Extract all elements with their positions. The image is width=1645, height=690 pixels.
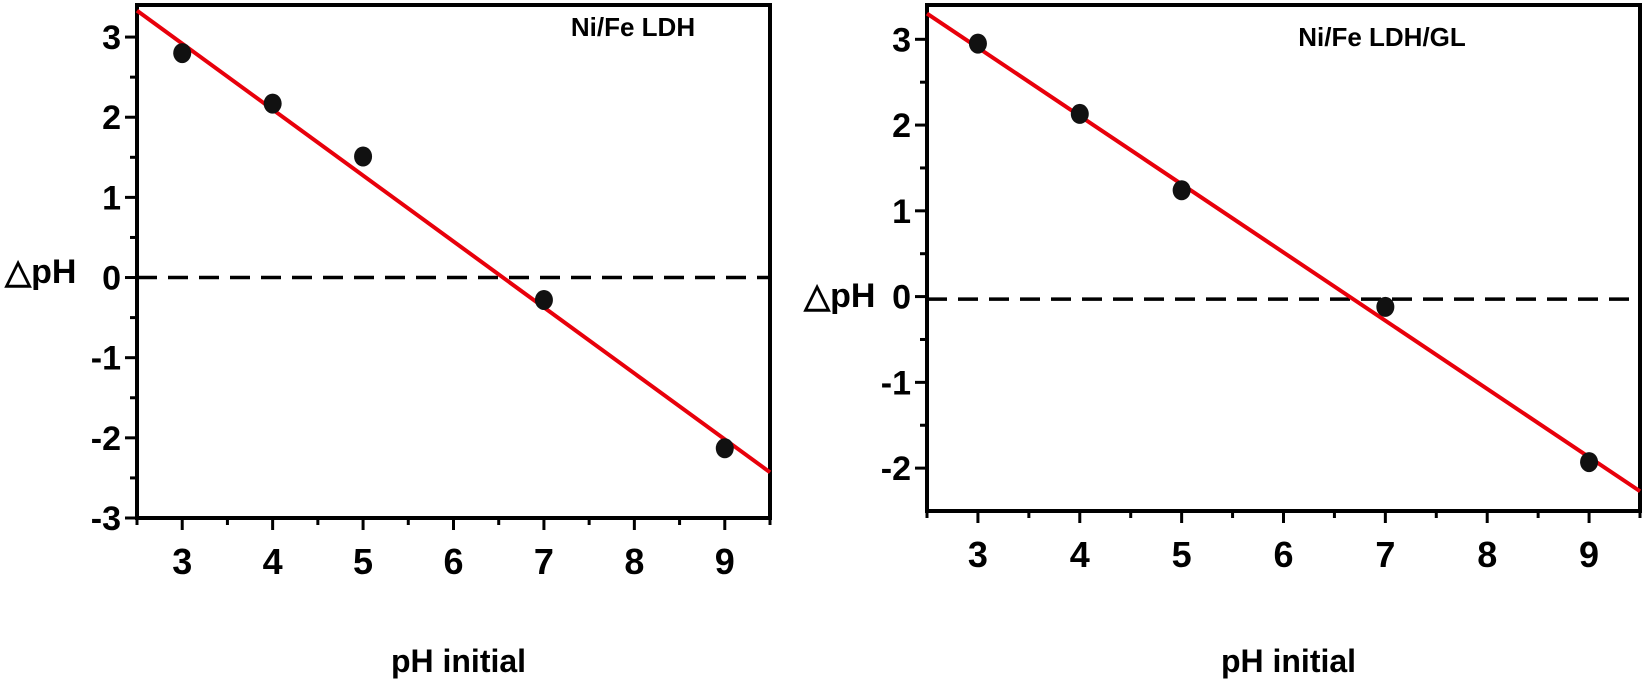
chart-panel-2: 3 2 1 0 -1 -2 3 4 5 6 7 8 9 pH initial △pH Ni/Fe LDH/GL	[803, 3, 1642, 679]
y-tick-label: 2	[102, 99, 121, 137]
fit-line	[925, 11, 1642, 493]
x-tick-label: 5	[1172, 534, 1192, 575]
x-tick-label: 7	[534, 541, 554, 582]
x-tick-label: 8	[1477, 534, 1497, 575]
chart-title: Ni/Fe LDH/GL	[1298, 22, 1466, 52]
chart-panel-1: 3 2 1 0 -1 -2 -3 3 4 5 6 7 8 9 pH initial △pH Ni/Fe LDH	[4, 3, 772, 679]
x-tick-label: 6	[443, 541, 463, 582]
y-tick-label: -3	[91, 500, 121, 538]
x-tick-label: 3	[172, 541, 192, 582]
x-axis-label: pH initial	[1221, 643, 1356, 679]
y-axis-label: △pH	[4, 253, 76, 291]
chart-title: Ni/Fe LDH	[571, 12, 695, 42]
y-axis-label: △pH	[803, 277, 875, 315]
y-tick-label: 3	[892, 21, 911, 59]
fit-line	[135, 8, 772, 474]
x-tick-label: 4	[263, 541, 283, 582]
data-point	[534, 289, 553, 310]
y-tick-label: -1	[881, 364, 911, 402]
y-tick-label: -1	[91, 340, 121, 378]
data-point	[1580, 452, 1599, 473]
y-tick-label: -2	[881, 450, 911, 488]
x-tick-label: 4	[1070, 534, 1090, 575]
data-point	[1376, 296, 1395, 317]
x-tick-label: 9	[1579, 534, 1599, 575]
x-axis-label: pH initial	[391, 643, 526, 679]
data-point	[173, 43, 192, 64]
y-tick-label: -2	[91, 420, 121, 458]
x-tick-label: 6	[1273, 534, 1293, 575]
y-tick-label: 3	[102, 19, 121, 57]
x-tick-label: 7	[1375, 534, 1395, 575]
data-point	[263, 93, 282, 114]
x-tick-label: 9	[715, 541, 735, 582]
data-point	[1070, 103, 1089, 124]
y-tick-label: 2	[892, 107, 911, 145]
y-tick-label: 0	[892, 279, 911, 317]
x-tick-label: 3	[968, 534, 988, 575]
data-point	[354, 146, 373, 167]
data-point	[968, 33, 987, 54]
y-tick-label: 1	[892, 193, 911, 231]
data-point	[715, 438, 734, 459]
y-tick-label: 0	[102, 260, 121, 298]
x-tick-label: 8	[624, 541, 644, 582]
plot-frame	[925, 3, 1642, 513]
data-point	[1172, 180, 1191, 201]
x-tick-label: 5	[353, 541, 373, 582]
y-tick-label: 1	[102, 179, 121, 217]
